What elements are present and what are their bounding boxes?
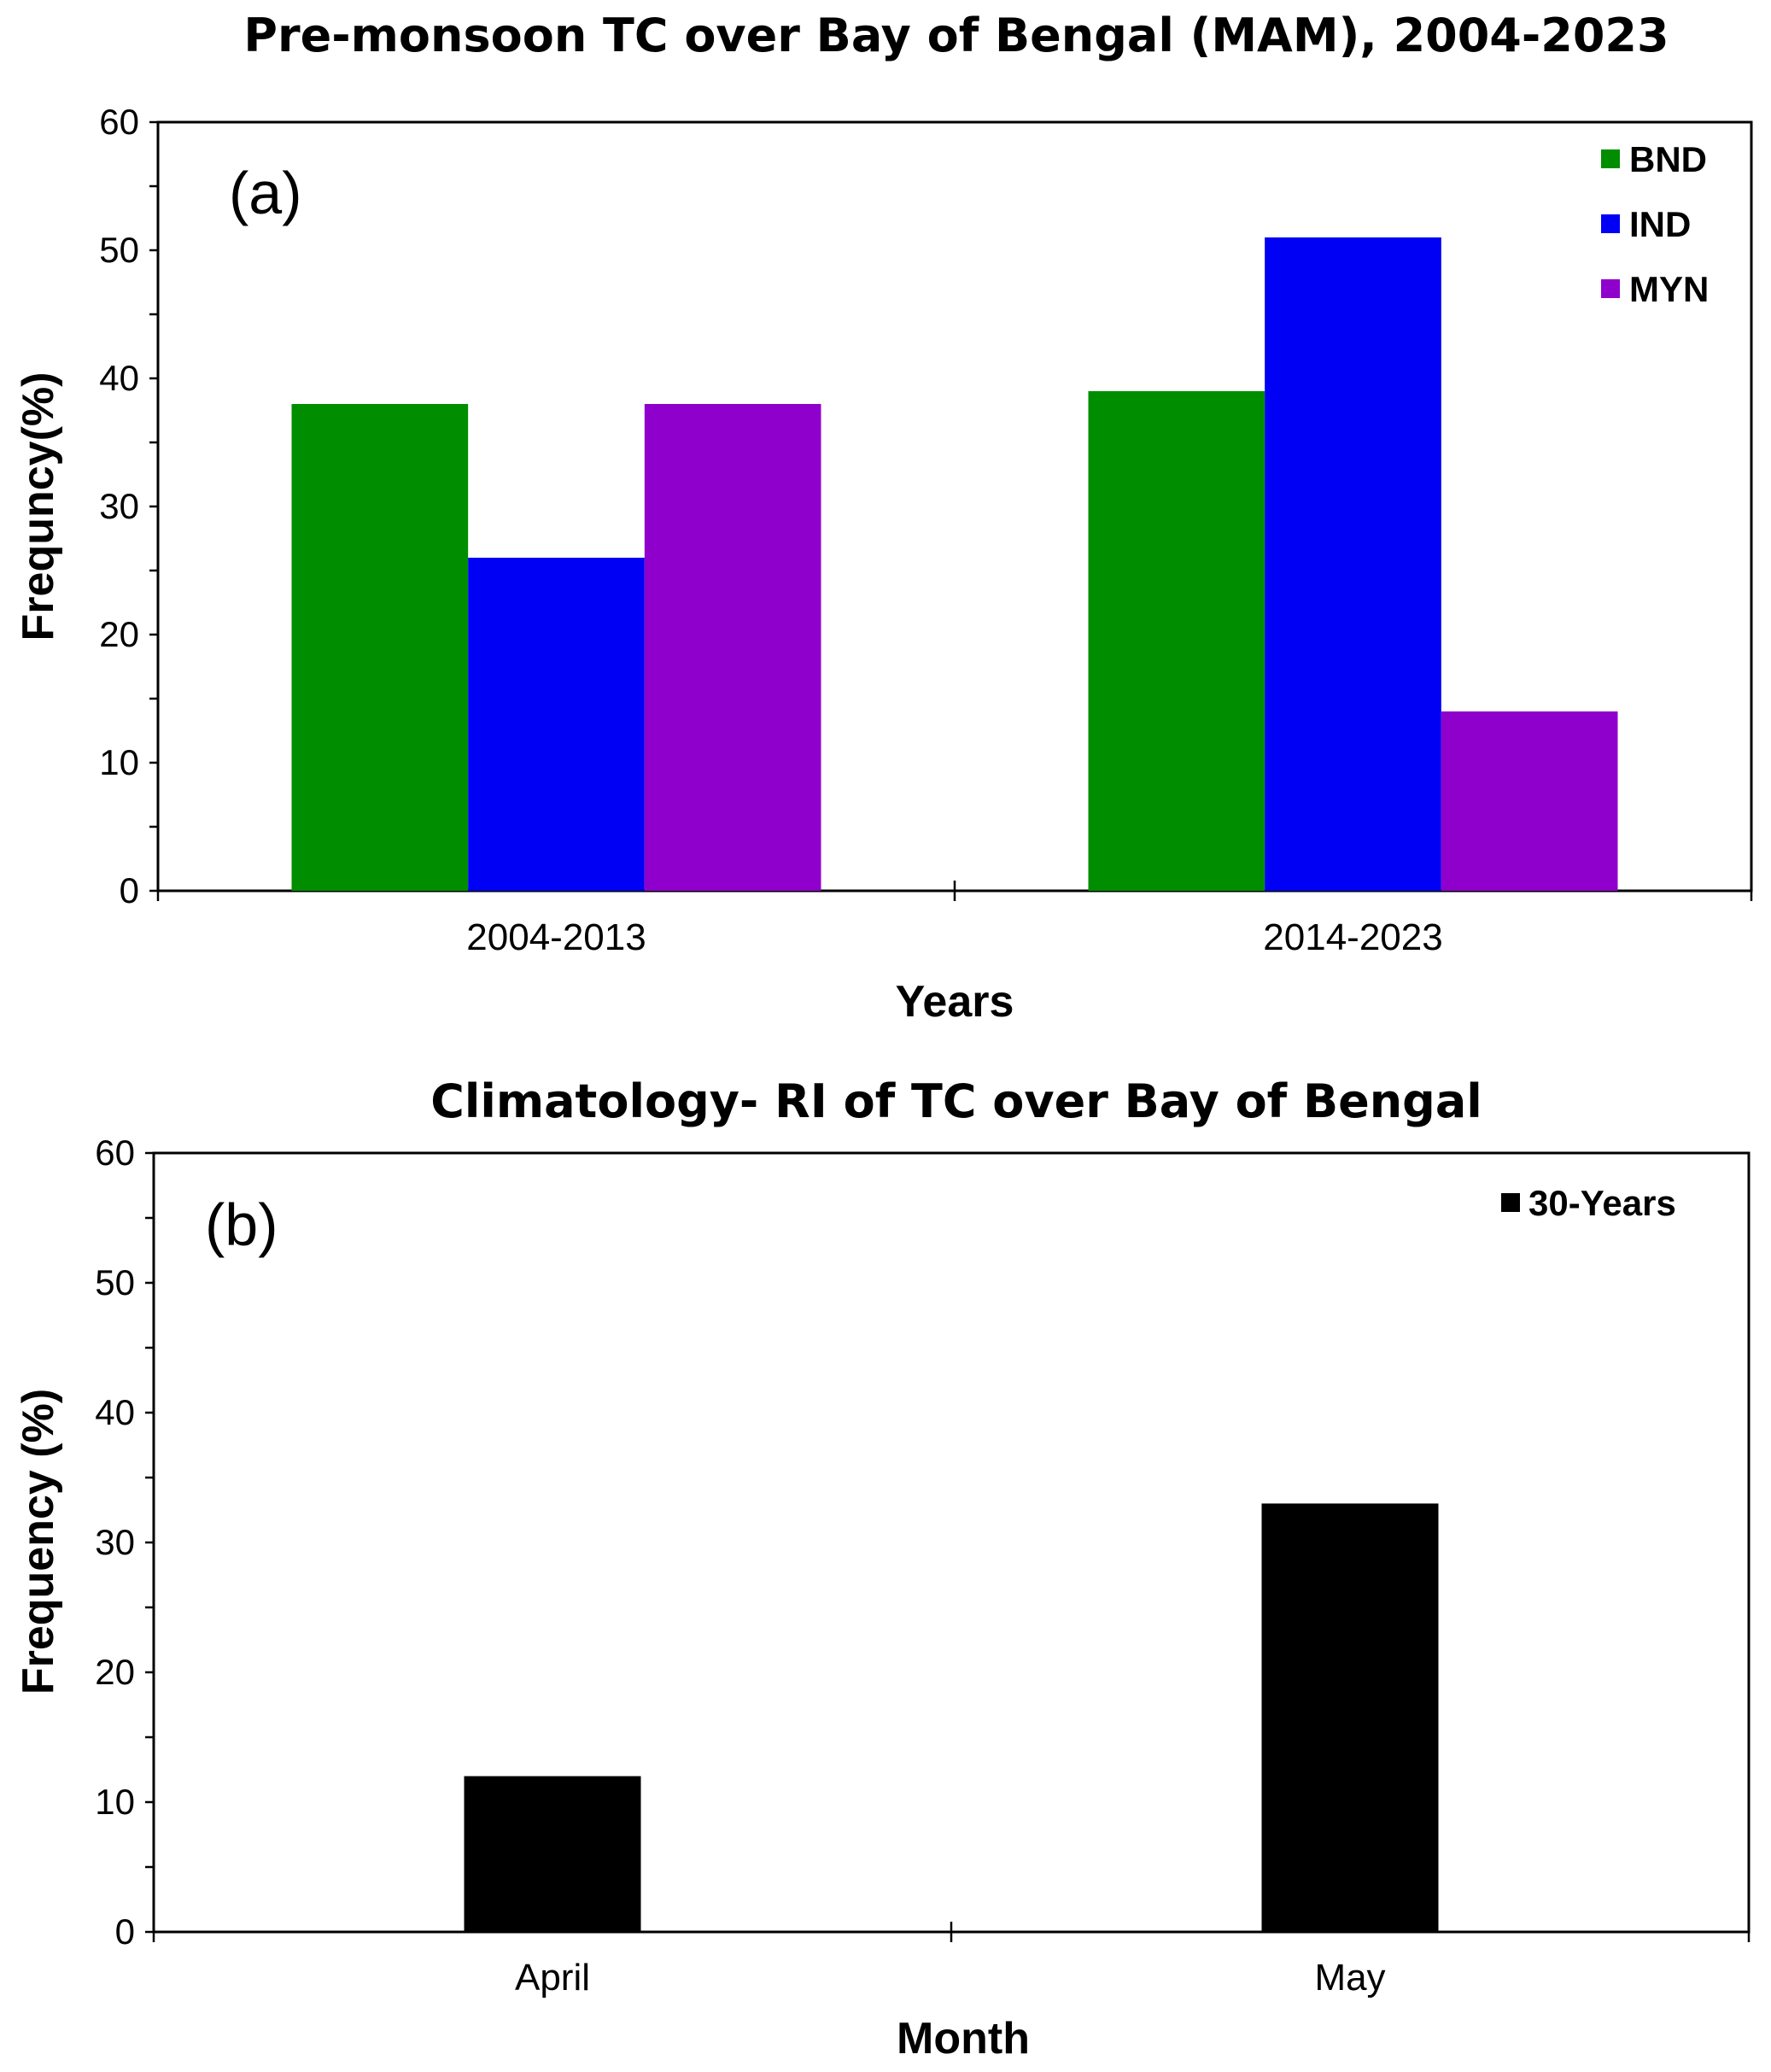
chart-b-ytick-label: 20 <box>95 1652 135 1692</box>
chart-a-xlabel: Years <box>896 977 1014 1027</box>
chart-a-bar-bnd-1 <box>291 404 469 891</box>
chart-a-legend-label: MYN <box>1629 269 1709 309</box>
chart-a-ytick-label: 0 <box>120 870 139 910</box>
chart-a-xtick-label: 2004-2013 <box>466 916 646 958</box>
chart-b-ytick-label: 40 <box>95 1392 135 1432</box>
chart-a-ylabel: Frequncy(%) <box>14 372 63 641</box>
chart-a-legend-label: BND <box>1629 139 1707 179</box>
chart-b-ytick-label: 0 <box>115 1911 135 1952</box>
chart-b-xtick-label: May <box>1314 1957 1385 1999</box>
chart-a-ytick-label: 40 <box>99 358 139 398</box>
chart-b-legend-label: 30-Years <box>1528 1183 1676 1223</box>
chart-a-ytick-label: 50 <box>99 230 139 270</box>
chart-a-ytick-label: 60 <box>99 102 139 142</box>
chart-a-bar-myn-2 <box>1441 711 1618 891</box>
chart-b-ylabel: Frequency (%) <box>14 1389 63 1694</box>
chart-a-panel-label: (a) <box>229 160 302 226</box>
chart-a-bar-ind-1 <box>468 558 645 891</box>
chart-a-bar-myn-1 <box>644 404 821 891</box>
chart-b-xtick-label: April <box>515 1957 590 1999</box>
chart-b: Climatology- RI of TC over Bay of Bengal… <box>14 1074 1751 2063</box>
chart-b-ytick-label: 50 <box>95 1262 135 1302</box>
chart-b-ytick-label: 10 <box>95 1782 135 1822</box>
chart-a: Pre-monsoon TC over Bay of Bengal (MAM),… <box>14 9 1753 1027</box>
chart-a-ytick-label: 20 <box>99 614 139 654</box>
chart-b-panel-label: (b) <box>205 1191 278 1258</box>
chart-b-bar-30-years-2 <box>1261 1503 1439 1932</box>
chart-b-bar-30-years-1 <box>464 1776 641 1932</box>
chart-a-bar-bnd-2 <box>1088 391 1265 891</box>
chart-a-legend-label: IND <box>1629 204 1691 244</box>
chart-b-ytick-label: 60 <box>95 1133 135 1173</box>
chart-a-ytick-label: 10 <box>99 742 139 782</box>
chart-a-legend-swatch <box>1601 279 1620 298</box>
chart-a-bar-ind-2 <box>1265 237 1441 891</box>
chart-b-title: Climatology- RI of TC over Bay of Bengal <box>430 1074 1482 1128</box>
chart-b-ytick-label: 30 <box>95 1522 135 1562</box>
chart-a-ytick-label: 30 <box>99 486 139 526</box>
chart-a-legend-swatch <box>1601 149 1620 168</box>
chart-a-title: Pre-monsoon TC over Bay of Bengal (MAM),… <box>243 9 1669 62</box>
chart-b-plot-frame <box>152 1151 1751 1934</box>
chart-b-legend-swatch <box>1501 1193 1520 1212</box>
chart-a-xtick-label: 2014-2023 <box>1263 916 1442 958</box>
chart-b-xlabel: Month <box>897 2014 1030 2063</box>
chart-a-legend-swatch <box>1601 214 1620 233</box>
